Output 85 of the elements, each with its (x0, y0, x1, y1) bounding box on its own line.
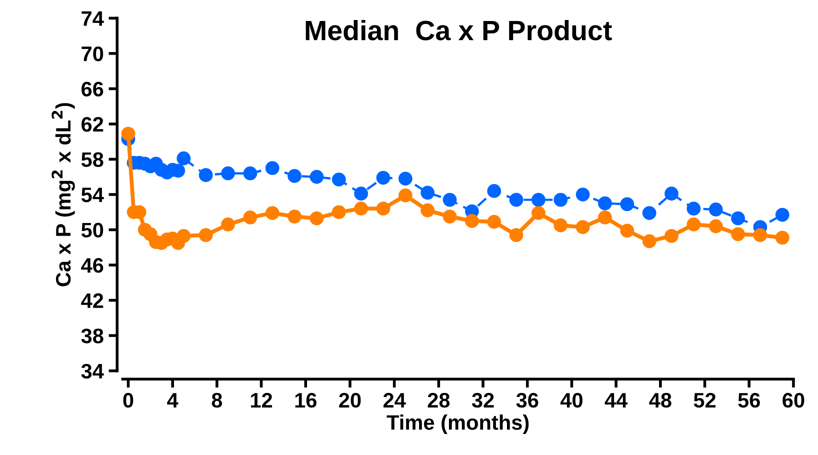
point (310, 170, 324, 184)
x-tick-label: 12 (251, 392, 272, 408)
y-tick-label: 70 (82, 46, 104, 62)
point (554, 192, 568, 207)
x-tick-label: 20 (339, 392, 361, 408)
point (354, 186, 368, 201)
point (664, 186, 678, 201)
point (620, 224, 634, 238)
point (708, 202, 723, 216)
y-tick-label: 42 (81, 293, 104, 308)
point (686, 218, 701, 232)
point (265, 161, 280, 176)
point (221, 218, 235, 232)
point (487, 184, 502, 198)
x-tick-label: 4 (167, 393, 178, 408)
point (376, 202, 390, 216)
x-tick-label: 24 (383, 392, 406, 408)
point (243, 166, 258, 180)
point (598, 196, 612, 210)
point (198, 228, 213, 242)
point (686, 202, 701, 216)
point (620, 197, 634, 212)
point (576, 220, 590, 234)
x-tick-label: 28 (428, 392, 450, 408)
point (509, 228, 524, 242)
point (176, 151, 191, 166)
y-tick-label: 62 (82, 116, 104, 132)
x-tick-label: 44 (604, 393, 628, 408)
point (532, 206, 546, 220)
chart-title: Median Ca x P Product (306, 20, 612, 40)
x-tick-label: 8 (212, 392, 222, 408)
point (442, 192, 457, 207)
x-tick-label: 52 (694, 392, 716, 408)
x-tick-label: 16 (295, 392, 316, 408)
point (554, 218, 568, 232)
point (332, 172, 346, 186)
x-tick-label: 60 (782, 392, 804, 408)
y-tick-label: 34 (81, 364, 104, 379)
point (642, 206, 656, 220)
y-tick-label: 50 (81, 222, 104, 238)
point (642, 234, 656, 248)
point (288, 169, 302, 183)
x-tick-label: 32 (472, 392, 494, 408)
point (731, 211, 745, 226)
point (398, 188, 412, 202)
point (354, 202, 368, 216)
point (121, 126, 136, 141)
point (753, 228, 768, 242)
y-axis-title: Ca x P (mg$^{2}$ x dL$^{2}$) (52, 103, 75, 286)
y-tick-label: 46 (81, 258, 104, 273)
point (332, 205, 346, 220)
point (176, 229, 191, 243)
point (221, 166, 235, 180)
y-tick-label: 54 (81, 188, 104, 202)
point (576, 188, 590, 202)
y-tick-label: 58 (81, 152, 104, 168)
point (487, 214, 502, 229)
x-tick-label: 56 (738, 392, 760, 408)
point (420, 186, 435, 200)
point (598, 210, 612, 224)
point (442, 210, 457, 224)
x-tick-label: 36 (516, 392, 538, 408)
point (731, 227, 745, 242)
point (509, 192, 524, 207)
point (708, 219, 723, 234)
point (464, 214, 479, 228)
point (775, 230, 790, 245)
x-tick-label: 48 (649, 392, 672, 408)
x-axis-title: Time (months) (386, 414, 529, 434)
point (243, 210, 258, 224)
y-tick-label: 38 (81, 328, 104, 344)
point (288, 210, 302, 224)
point (532, 192, 546, 207)
x-tick-label: 40 (560, 392, 582, 408)
point (420, 203, 435, 218)
point (310, 211, 324, 226)
point (376, 170, 390, 185)
point (198, 168, 213, 182)
point (398, 172, 412, 186)
point (775, 208, 790, 222)
point (265, 206, 280, 220)
point (664, 229, 678, 243)
x-tick-label: 0 (123, 392, 134, 408)
y-tick-label: 74 (82, 11, 104, 26)
y-tick-label: 66 (82, 82, 104, 96)
